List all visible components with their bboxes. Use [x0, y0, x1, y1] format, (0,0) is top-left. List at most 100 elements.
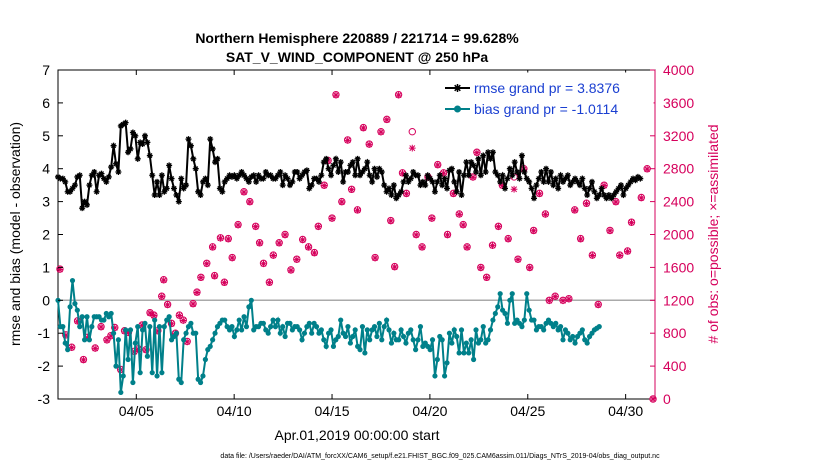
y-tick-label-right: 400 — [663, 358, 687, 374]
bias-point — [84, 314, 90, 320]
bias-point — [444, 360, 450, 366]
y-tick-label-left: -3 — [38, 391, 51, 407]
chart-subtitle: SAT_V_WIND_COMPONENT @ 250 hPa — [226, 49, 489, 65]
obs-assimilated-point — [612, 198, 620, 206]
bias-point — [560, 337, 566, 343]
obs-assimilated-point — [287, 266, 295, 274]
rmse-point — [521, 168, 528, 175]
bias-point — [72, 300, 78, 307]
obs-assimilated-point — [455, 210, 463, 218]
rmse-point — [306, 185, 313, 192]
rmse-point — [533, 182, 540, 189]
rmse-point — [359, 168, 366, 175]
bias-point — [280, 324, 286, 330]
obs-assimilated-point — [483, 274, 491, 282]
bias-point — [345, 324, 351, 330]
rmse-point — [593, 195, 600, 202]
bias-point — [110, 330, 117, 336]
y-tick-label-right: 1600 — [663, 259, 694, 275]
rmse-point — [67, 188, 74, 195]
obs-assimilated-point — [74, 317, 81, 325]
y-tick-label-left: 5 — [42, 128, 50, 144]
bias-point — [374, 333, 380, 340]
rmse-point — [320, 159, 327, 166]
bias-point — [113, 363, 119, 369]
y-tick-label-right: 2800 — [663, 161, 694, 177]
rmse-point — [357, 172, 364, 179]
bias-point — [197, 379, 204, 386]
bias-point — [495, 304, 501, 310]
bias-point — [118, 389, 124, 396]
bias-point — [396, 337, 402, 343]
rmse-point — [139, 141, 146, 148]
rmse-point — [451, 178, 458, 185]
rmse-point — [487, 155, 494, 162]
rmse-point — [424, 172, 431, 179]
rmse-point — [76, 172, 83, 179]
rmse-point — [574, 178, 581, 185]
rmse-point — [625, 182, 632, 189]
obs-assimilated-point — [383, 116, 391, 124]
bias-point — [248, 297, 254, 303]
bias-point — [451, 327, 457, 333]
rmse-point — [243, 175, 250, 182]
bias-point — [321, 337, 327, 343]
bias-point — [427, 347, 433, 353]
bias-point — [456, 350, 462, 356]
obs-assimilated-point — [348, 186, 355, 194]
y-tick-label-right: 800 — [663, 325, 687, 341]
rmse-point — [613, 188, 620, 195]
rmse-point — [146, 152, 153, 159]
obs-assimilated-point — [571, 206, 579, 214]
rmse-point — [354, 155, 361, 162]
rmse-point — [494, 172, 501, 179]
obs-assimilated-point — [91, 345, 99, 352]
bias-point — [557, 324, 564, 330]
obs-assimilated-point — [545, 297, 553, 305]
rmse-point — [267, 172, 274, 179]
rmse-point — [178, 175, 185, 182]
bias-point — [236, 317, 242, 323]
bias-point — [509, 291, 515, 297]
obs-assimilated-point — [510, 185, 518, 193]
bias-point — [166, 314, 172, 320]
rmse-point — [245, 178, 252, 185]
obs-assimilated-point — [189, 300, 197, 308]
rmse-point — [151, 192, 158, 199]
bias-point — [137, 370, 143, 376]
rmse-point — [219, 188, 226, 195]
rmse-point — [166, 162, 173, 169]
bias-point — [77, 324, 83, 330]
rmse-point — [173, 192, 180, 199]
rmse-point — [216, 185, 223, 192]
obs-assimilated-point — [160, 276, 168, 284]
bias-point — [173, 330, 179, 336]
obs-assimilated-point — [68, 344, 76, 351]
y-tick-label-right: 2400 — [663, 194, 694, 210]
bias-point — [212, 330, 218, 336]
rmse-point — [115, 168, 122, 175]
bias-point — [531, 317, 537, 323]
bias-point — [127, 327, 134, 333]
bias-point — [120, 373, 126, 379]
bias-point — [260, 320, 266, 326]
obs-assimilated-point — [203, 260, 211, 268]
bias-point — [413, 347, 419, 353]
legend-box — [440, 72, 654, 122]
rmse-point — [492, 168, 499, 175]
obs-assimilated-point — [314, 223, 322, 231]
rmse-point — [516, 175, 523, 182]
rmse-point — [470, 162, 477, 169]
bias-point — [101, 317, 107, 323]
rmse-point — [83, 201, 90, 208]
bias-point — [108, 310, 114, 317]
bias-point — [147, 324, 153, 330]
rmse-point — [402, 172, 409, 179]
rmse-point — [458, 192, 465, 199]
bias-point — [287, 320, 293, 326]
bias-point — [579, 327, 585, 333]
obs-assimilated-point — [514, 256, 522, 263]
bias-point — [243, 324, 250, 330]
obs-assimilated-point — [469, 173, 477, 181]
bias-point — [200, 373, 206, 379]
